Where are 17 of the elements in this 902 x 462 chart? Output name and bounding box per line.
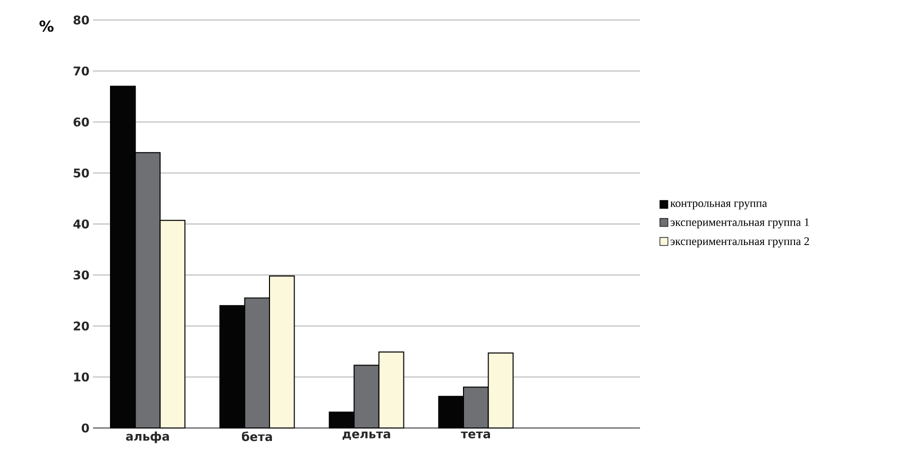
legend-label: экспериментальная группа 2	[670, 237, 809, 248]
y-tick-label: 30	[74, 270, 89, 280]
x-tick-label: тета	[460, 432, 490, 438]
y-tick-label: 50	[74, 168, 89, 178]
y-tick-label: 40	[73, 219, 89, 229]
legend-label: экспериментальная группа 1	[670, 218, 809, 228]
legend-label: контрольная группа	[670, 202, 767, 210]
y-tick-label: 10	[74, 372, 89, 382]
x-tick-label: дельта	[342, 432, 390, 440]
y-tick-label: 0	[82, 423, 89, 433]
y-tick-label: 20	[74, 321, 89, 331]
y-tick-label: 60	[74, 117, 89, 127]
y-tick-label: 70	[74, 66, 89, 76]
x-tick-label: бета	[242, 432, 272, 442]
y-tick-label: 80	[74, 15, 89, 25]
y-axis-title: %	[40, 20, 54, 32]
x-tick-label: альфа	[126, 432, 169, 444]
